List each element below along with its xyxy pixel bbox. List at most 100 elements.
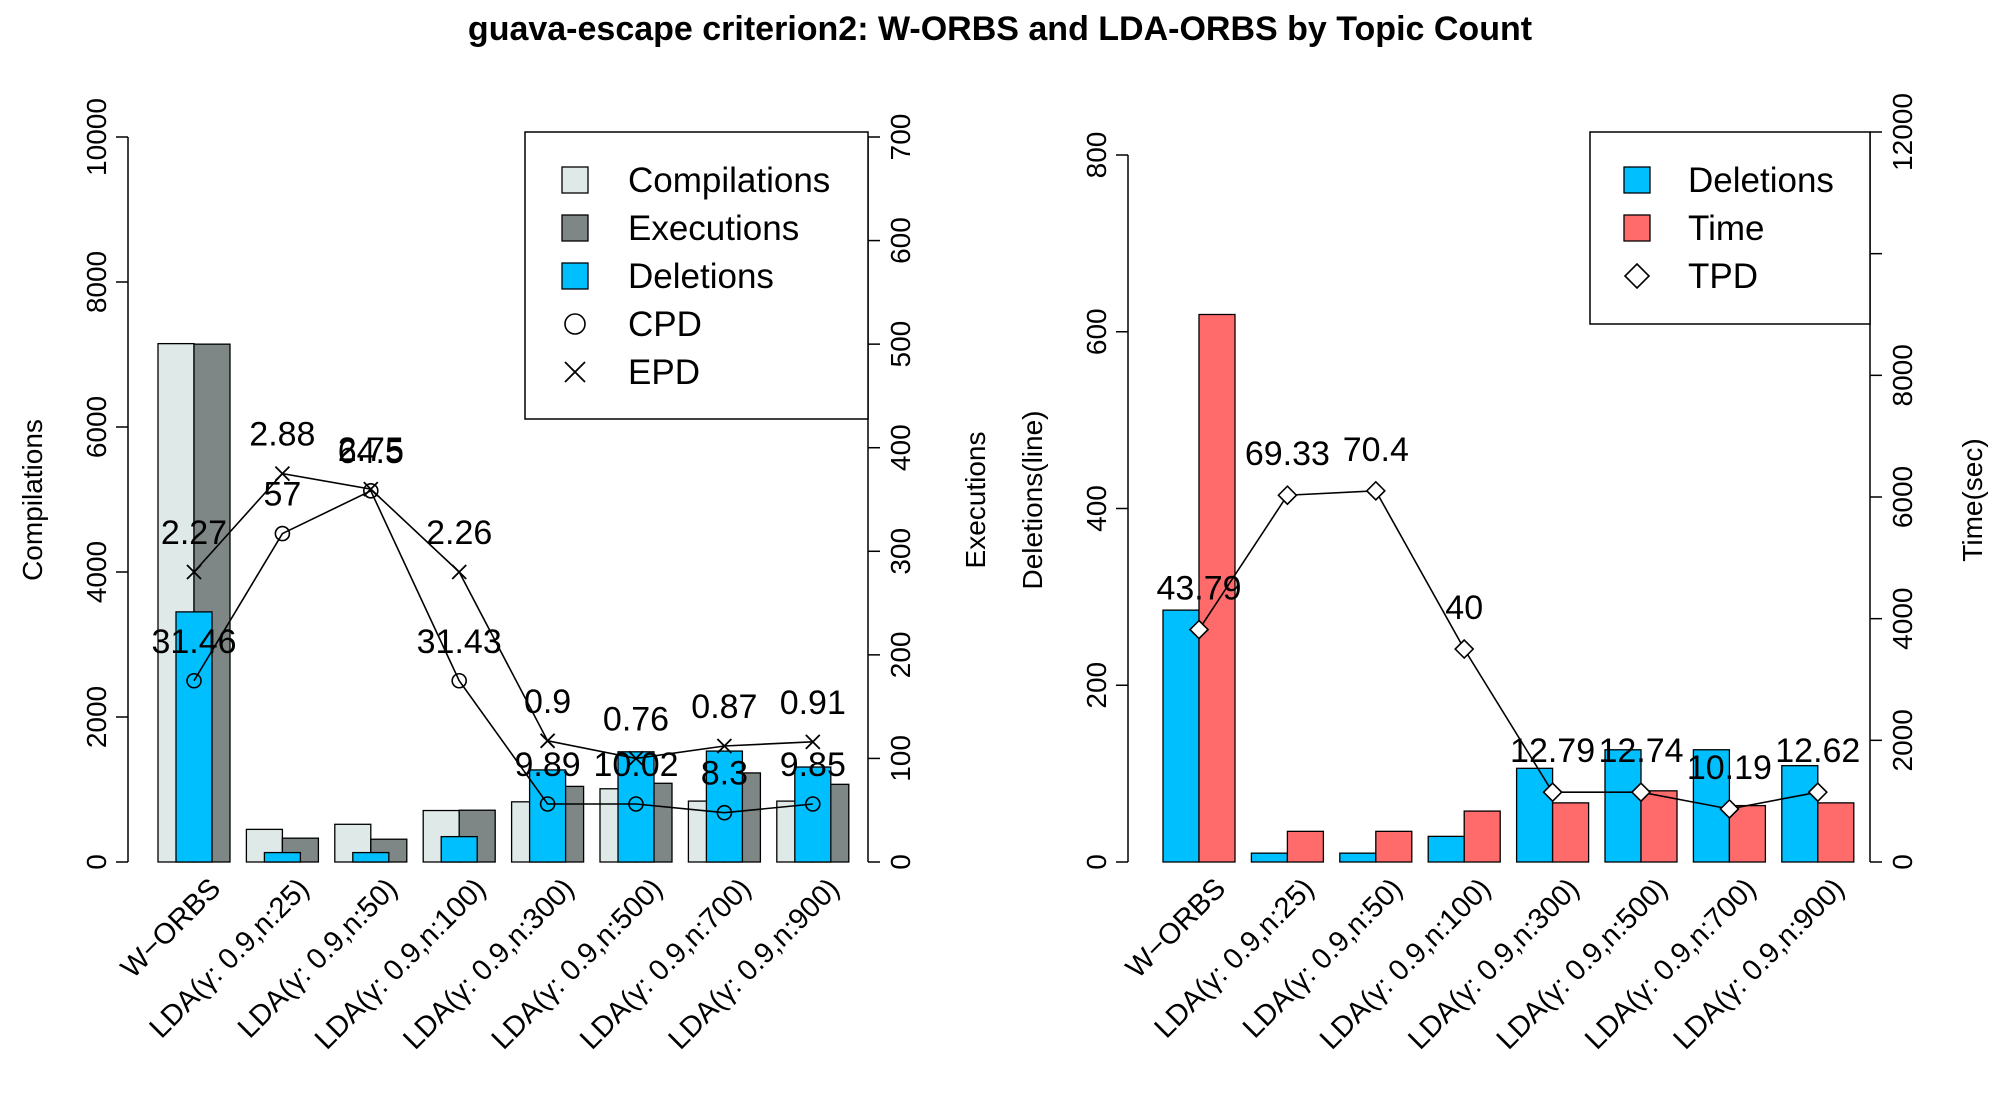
time-axis-label: Time(sec): [1957, 438, 1988, 561]
time-tick-label: 6000: [1887, 466, 1918, 528]
time-tick-label: 8000: [1887, 344, 1918, 406]
cpd-point: [804, 796, 821, 812]
category-label: LDA(γ: 0.9,n:700): [1579, 872, 1762, 1055]
legend-swatch: [561, 214, 589, 242]
legend-label: TPD: [1688, 257, 1758, 296]
deletions-tick-label: 600: [1081, 308, 1112, 355]
cpd-line: [193, 489, 813, 814]
deletions-bar: [794, 766, 832, 863]
executions-tick-label: 400: [885, 424, 916, 471]
legend-label: Executions: [628, 209, 799, 248]
tpd-point: [1188, 619, 1210, 640]
deletions-axis-label: Deletions(line): [1017, 411, 1048, 590]
cpd-label: 10.02: [593, 746, 678, 784]
compilations-tick-label: 8000: [81, 251, 112, 313]
legend-label: Deletions: [1688, 161, 1834, 200]
deletions-bar: [1250, 852, 1289, 863]
compilations-tick-label: 2000: [81, 686, 112, 748]
epd-point: [186, 564, 202, 580]
deletions-tick-label: 800: [1081, 132, 1112, 179]
tpd-label: 12.62: [1775, 732, 1860, 770]
executions-tick-label: 300: [885, 528, 916, 575]
right-data-labels: 43.79 69.33 70.4 40 12.79 12.74 10.19 12.62: [1156, 431, 1860, 787]
category-label: LDA(γ: 0.9,n:100): [1314, 872, 1497, 1055]
deletions-bar: [1427, 835, 1465, 863]
deletions-bar: [1604, 749, 1642, 863]
category-label: LDA(γ: 0.9,n:500): [1491, 872, 1674, 1055]
epd-label: 0.87: [691, 688, 757, 726]
cpd-label: 31.46: [151, 623, 236, 661]
deletions-bar: [528, 769, 567, 863]
deletions-bar: [705, 750, 744, 863]
legend-label: CPD: [628, 305, 702, 344]
legend-circle-icon: [564, 313, 586, 335]
category-label: LDA(γ: 0.9,n:500): [486, 872, 669, 1055]
tpd-label: 12.79: [1510, 732, 1595, 770]
legend-cross-icon: [564, 361, 586, 383]
cpd-point: [186, 672, 202, 689]
epd-label: 0.9: [524, 683, 571, 721]
tpd-point: [1630, 782, 1652, 803]
epd-label: 2.75: [338, 431, 404, 469]
compilations-tick-label: 6000: [81, 396, 112, 458]
epd-point: [539, 733, 556, 749]
tpd-point: [1454, 638, 1475, 660]
legend-swatch: [561, 166, 589, 194]
compilations-tick-label: 0: [81, 854, 112, 870]
compilations-axis-label: Compilations: [17, 419, 48, 581]
cpd-label: 57: [263, 476, 301, 514]
tpd-point: [1719, 798, 1740, 820]
category-label: LDA(γ: 0.9,n:100): [309, 872, 492, 1055]
legend-diamond-icon: [1623, 262, 1651, 290]
time-bar: [1286, 830, 1325, 863]
executions-axis-label: Executions: [960, 432, 991, 569]
cpd-point: [274, 525, 291, 542]
right-legend: Deletions Time TPD: [1589, 131, 1871, 325]
epd-label: 0.76: [603, 700, 669, 738]
legend-swatch: [1623, 214, 1651, 242]
category-label: LDA(γ: 0.9,n:25): [1149, 872, 1321, 1044]
deletions-bar: [1162, 609, 1200, 863]
time-tick-label: 12000: [1887, 93, 1918, 171]
epd-label: 0.91: [780, 684, 846, 722]
cpd-label: 9.85: [780, 746, 846, 784]
tpd-label: 43.79: [1156, 570, 1241, 608]
deletions-bar: [352, 851, 390, 863]
tpd-label: 69.33: [1245, 435, 1330, 473]
deletions-bar: [1781, 765, 1819, 863]
cpd-label: 8.3: [701, 755, 748, 793]
deletions-bar: [440, 835, 478, 863]
cpd-label: 9.89: [515, 746, 581, 784]
cpd-point: [451, 672, 468, 689]
deletions-bar: [617, 751, 655, 863]
time-bar: [1463, 810, 1501, 863]
legend-swatch: [561, 262, 589, 290]
chart-title: guava-escape criterion2: W-ORBS and LDA-…: [468, 10, 1532, 48]
tpd-point: [1807, 782, 1828, 803]
time-bar: [1375, 830, 1413, 863]
category-label: LDA(γ: 0.9,n:900): [663, 872, 846, 1055]
tpd-point: [1365, 480, 1386, 501]
category-label: LDA(γ: 0.9,n:900): [1668, 872, 1851, 1055]
legend-label: Time: [1688, 209, 1764, 248]
executions-tick-label: 0: [885, 854, 916, 870]
category-label: LDA(γ: 0.9,n:300): [1402, 872, 1585, 1055]
category-label: LDA(γ: 0.9,n:50): [232, 872, 404, 1044]
executions-tick-label: 100: [885, 735, 916, 782]
deletions-bar: [1339, 852, 1377, 863]
cpd-label: 31.43: [417, 623, 502, 661]
category-label: LDA(γ: 0.9,n:300): [397, 872, 580, 1055]
left-legend: Compilations Executions Deletions CPD EPD: [524, 131, 869, 420]
tpd-line: [1198, 490, 1818, 810]
cpd-point: [628, 796, 644, 812]
tpd-label: 40: [1445, 589, 1483, 627]
executions-tick-label: 200: [885, 631, 916, 678]
epd-point: [363, 481, 379, 497]
legend-label: Compilations: [628, 161, 830, 200]
epd-point: [805, 734, 821, 750]
executions-tick-label: 600: [885, 217, 916, 264]
epd-label: 2.26: [426, 514, 492, 552]
epd-line: [193, 472, 813, 760]
tpd-label: 12.74: [1598, 732, 1683, 770]
